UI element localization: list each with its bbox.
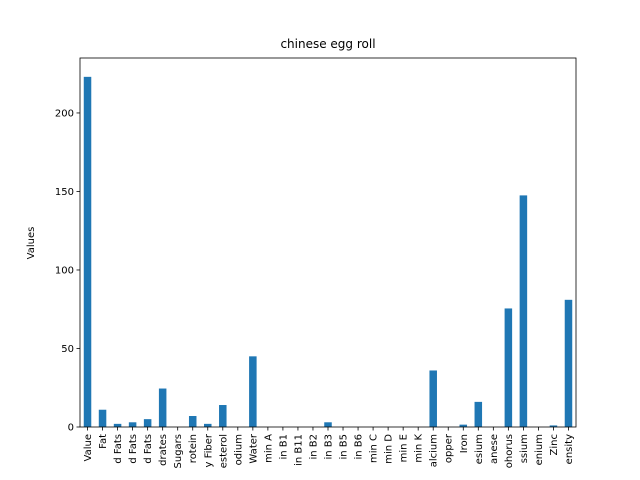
bar-5 [158, 388, 167, 427]
y-tick-label: 0 [68, 423, 74, 434]
bar-4 [143, 419, 152, 427]
x-tick-label: min C [369, 434, 380, 463]
plot-frame [79, 57, 577, 428]
x-tick-label: d Fats [113, 434, 124, 464]
x-tick-label: min D [384, 434, 395, 464]
bar-1 [98, 409, 107, 427]
x-tick-label: in B5 [339, 434, 350, 460]
bar-7 [188, 416, 197, 427]
x-tick-label: alcium [429, 434, 440, 467]
x-tick-label: Fat [98, 434, 109, 449]
bar-11 [249, 356, 257, 427]
x-tick-label: Water [248, 433, 259, 463]
x-tick-label: Zinc [549, 434, 560, 455]
y-axis-label: Values [26, 227, 37, 260]
bar-3 [128, 422, 137, 427]
x-tick-label: d Fats [143, 434, 154, 464]
x-tick-label: ssium [519, 434, 530, 463]
x-tick-label: Value [83, 434, 94, 461]
x-tick-label: esterol [218, 434, 229, 468]
x-tick-label: Iron [459, 434, 470, 453]
bar-28 [504, 308, 513, 427]
x-tick-label: in B1 [278, 434, 289, 460]
bar-8 [204, 423, 212, 427]
y-tick-label: 150 [55, 187, 74, 198]
x-tick-label: in B11 [293, 434, 304, 466]
y-tick-label: 200 [55, 108, 74, 119]
chart-title: chinese egg roll [280, 37, 375, 51]
bar-9 [219, 405, 227, 427]
x-axis-ticks: Value Fat d Fats d Fats d Fats drates Sugars ro… [83, 427, 575, 468]
bar-25 [459, 424, 468, 427]
x-tick-label: y Fiber [203, 433, 214, 467]
x-tick-label: anese [489, 434, 500, 464]
x-tick-label: in B3 [324, 434, 335, 460]
x-tick-label: in B2 [308, 434, 319, 460]
x-tick-label: Sugars [173, 434, 184, 468]
bar-26 [474, 401, 483, 427]
x-tick-label: min A [263, 434, 274, 463]
x-tick-label: ensity [564, 434, 575, 464]
x-tick-label: esium [474, 434, 485, 464]
bar-2 [113, 423, 122, 427]
bars-group [83, 76, 573, 427]
y-axis-ticks: 0 50 100 150 200 [55, 108, 80, 434]
x-tick-label: ohorus [504, 434, 515, 468]
y-tick-label: 50 [61, 344, 74, 355]
x-tick-label: min K [414, 434, 425, 463]
x-tick-label: min E [399, 434, 410, 462]
bar-0 [83, 76, 92, 427]
bar-31 [549, 425, 558, 427]
bar-16 [324, 422, 332, 427]
x-tick-label: odium [233, 434, 244, 465]
x-tick-label: d Fats [128, 434, 139, 464]
x-tick-label: in B6 [354, 434, 365, 460]
x-tick-label: rotein [188, 434, 199, 463]
x-tick-label: opper [444, 433, 455, 463]
x-tick-label: enium [534, 434, 545, 465]
x-tick-label: drates [158, 434, 169, 466]
y-tick-label: 100 [55, 265, 74, 276]
bar-23 [429, 370, 437, 427]
bar-29 [519, 195, 528, 427]
bar-32 [564, 299, 573, 427]
